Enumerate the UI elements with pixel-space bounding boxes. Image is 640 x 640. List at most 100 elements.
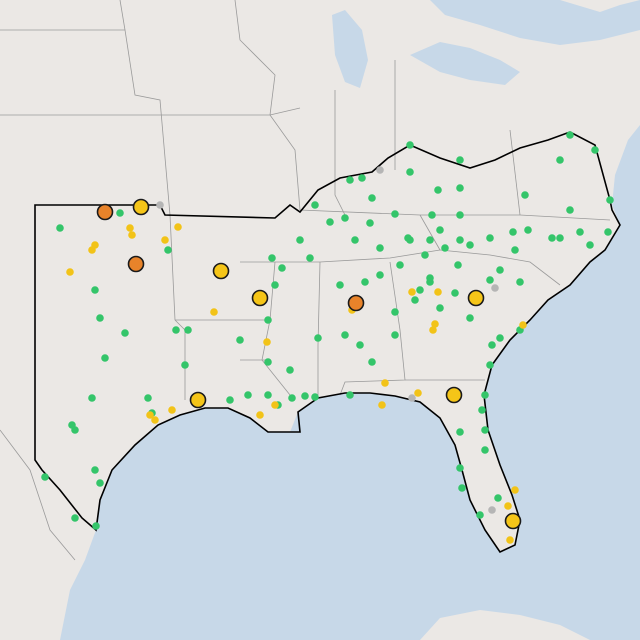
site-marker <box>434 186 442 194</box>
site-marker <box>556 234 564 242</box>
site-marker <box>366 219 374 227</box>
site-marker <box>56 224 64 232</box>
site-marker <box>256 411 264 419</box>
site-marker <box>346 176 354 184</box>
site-marker <box>456 156 464 164</box>
site-marker <box>456 184 464 192</box>
site-marker <box>481 391 489 399</box>
site-marker <box>96 479 104 487</box>
site-marker <box>436 304 444 312</box>
site-marker <box>92 522 100 530</box>
site-marker <box>210 308 218 316</box>
site-marker <box>88 246 96 254</box>
site-marker <box>381 379 389 387</box>
site-marker <box>174 223 182 231</box>
site-marker <box>406 168 414 176</box>
site-marker <box>301 392 309 400</box>
site-marker <box>548 234 556 242</box>
site-marker <box>164 246 172 254</box>
site-marker <box>456 211 464 219</box>
site-marker <box>466 241 474 249</box>
site-marker <box>486 361 494 369</box>
site-marker <box>264 391 272 399</box>
site-marker <box>341 331 349 339</box>
site-marker <box>376 166 384 174</box>
site-marker <box>576 228 584 236</box>
major-marker <box>212 262 230 280</box>
site-marker <box>481 446 489 454</box>
site-marker <box>151 416 159 424</box>
site-marker <box>184 326 192 334</box>
site-marker <box>376 244 384 252</box>
site-marker <box>566 206 574 214</box>
site-marker <box>271 281 279 289</box>
site-marker <box>421 251 429 259</box>
site-marker <box>516 278 524 286</box>
major-marker <box>127 255 145 273</box>
lake <box>410 42 520 85</box>
site-marker <box>288 394 296 402</box>
site-marker <box>411 296 419 304</box>
major-marker <box>189 391 207 409</box>
site-marker <box>271 401 279 409</box>
site-marker <box>406 141 414 149</box>
site-marker <box>96 314 104 322</box>
site-marker <box>519 321 527 329</box>
site-marker <box>426 274 434 282</box>
site-marker <box>144 394 152 402</box>
region-outline <box>34 131 621 554</box>
major-marker <box>504 512 522 530</box>
site-marker <box>494 494 502 502</box>
site-marker <box>336 281 344 289</box>
site-marker <box>101 354 109 362</box>
site-marker <box>524 226 532 234</box>
site-marker <box>408 394 416 402</box>
site-marker <box>358 174 366 182</box>
site-marker <box>168 406 176 414</box>
site-marker <box>91 286 99 294</box>
site-marker <box>91 466 99 474</box>
site-marker <box>434 288 442 296</box>
site-marker <box>268 254 276 262</box>
site-marker <box>296 236 304 244</box>
site-marker <box>456 464 464 472</box>
site-marker <box>521 191 529 199</box>
site-marker <box>391 210 399 218</box>
site-marker <box>66 268 74 276</box>
site-marker <box>606 196 614 204</box>
site-marker <box>314 334 322 342</box>
site-marker <box>351 236 359 244</box>
site-marker <box>496 334 504 342</box>
site-marker <box>408 288 416 296</box>
site-marker <box>488 506 496 514</box>
site-marker <box>346 391 354 399</box>
site-marker <box>378 401 386 409</box>
site-marker <box>426 236 434 244</box>
site-marker <box>466 314 474 322</box>
site-marker <box>391 331 399 339</box>
site-marker <box>428 211 436 219</box>
site-marker <box>236 336 244 344</box>
lake <box>430 0 640 45</box>
site-marker <box>604 228 612 236</box>
site-marker <box>361 278 369 286</box>
site-marker <box>511 246 519 254</box>
site-marker <box>126 224 134 232</box>
site-marker <box>496 266 504 274</box>
site-marker <box>181 361 189 369</box>
site-marker <box>161 236 169 244</box>
site-marker <box>311 393 319 401</box>
site-marker <box>486 234 494 242</box>
site-marker <box>306 254 314 262</box>
site-marker <box>556 156 564 164</box>
site-marker <box>404 234 412 242</box>
major-marker <box>347 294 365 312</box>
lake <box>332 10 368 88</box>
site-marker <box>441 244 449 252</box>
site-marker <box>431 320 439 328</box>
site-marker <box>341 214 349 222</box>
site-marker <box>368 194 376 202</box>
site-marker <box>376 271 384 279</box>
